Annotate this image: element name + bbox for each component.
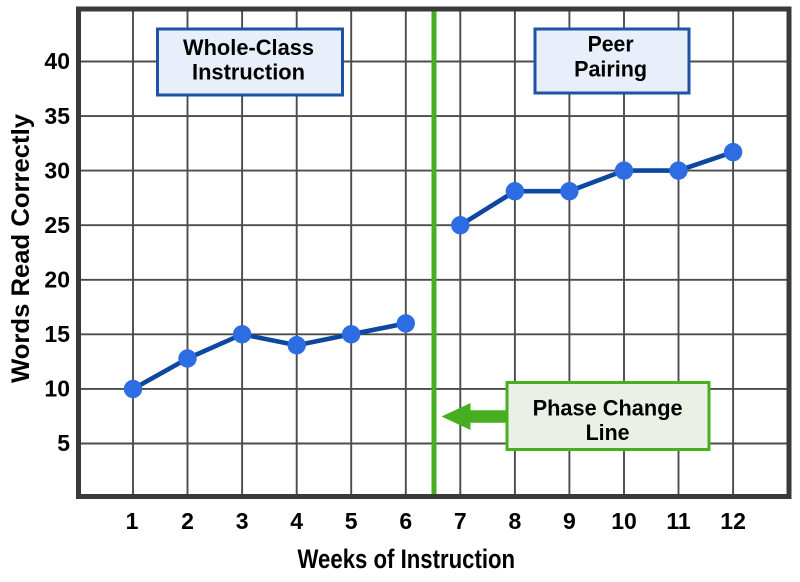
svg-text:Peer: Peer: [588, 32, 634, 57]
svg-text:4: 4: [290, 508, 303, 534]
svg-text:10: 10: [44, 376, 70, 402]
svg-text:Weeks of Instruction: Weeks of Instruction: [298, 544, 516, 574]
svg-text:2: 2: [181, 508, 194, 534]
svg-text:Phase Change: Phase Change: [533, 396, 683, 421]
svg-text:7: 7: [454, 508, 467, 534]
svg-text:Words Read Correctly: Words Read Correctly: [7, 114, 35, 383]
svg-text:25: 25: [44, 212, 70, 238]
svg-text:Line: Line: [586, 420, 630, 445]
svg-text:30: 30: [44, 157, 70, 183]
svg-text:35: 35: [44, 103, 70, 129]
svg-text:15: 15: [44, 321, 70, 347]
svg-text:12: 12: [720, 508, 746, 534]
svg-text:Instruction: Instruction: [192, 60, 305, 85]
svg-text:11: 11: [666, 508, 691, 534]
svg-text:1: 1: [126, 508, 139, 534]
svg-text:Pairing: Pairing: [574, 56, 647, 81]
svg-text:5: 5: [57, 430, 70, 456]
svg-text:6: 6: [399, 508, 412, 534]
svg-text:9: 9: [563, 508, 576, 534]
svg-text:20: 20: [44, 267, 70, 293]
svg-text:10: 10: [611, 508, 637, 534]
svg-text:8: 8: [509, 508, 522, 534]
svg-text:40: 40: [44, 48, 70, 74]
svg-text:3: 3: [236, 508, 249, 534]
svg-text:Whole-Class: Whole-Class: [183, 35, 314, 60]
svg-text:5: 5: [345, 508, 358, 534]
